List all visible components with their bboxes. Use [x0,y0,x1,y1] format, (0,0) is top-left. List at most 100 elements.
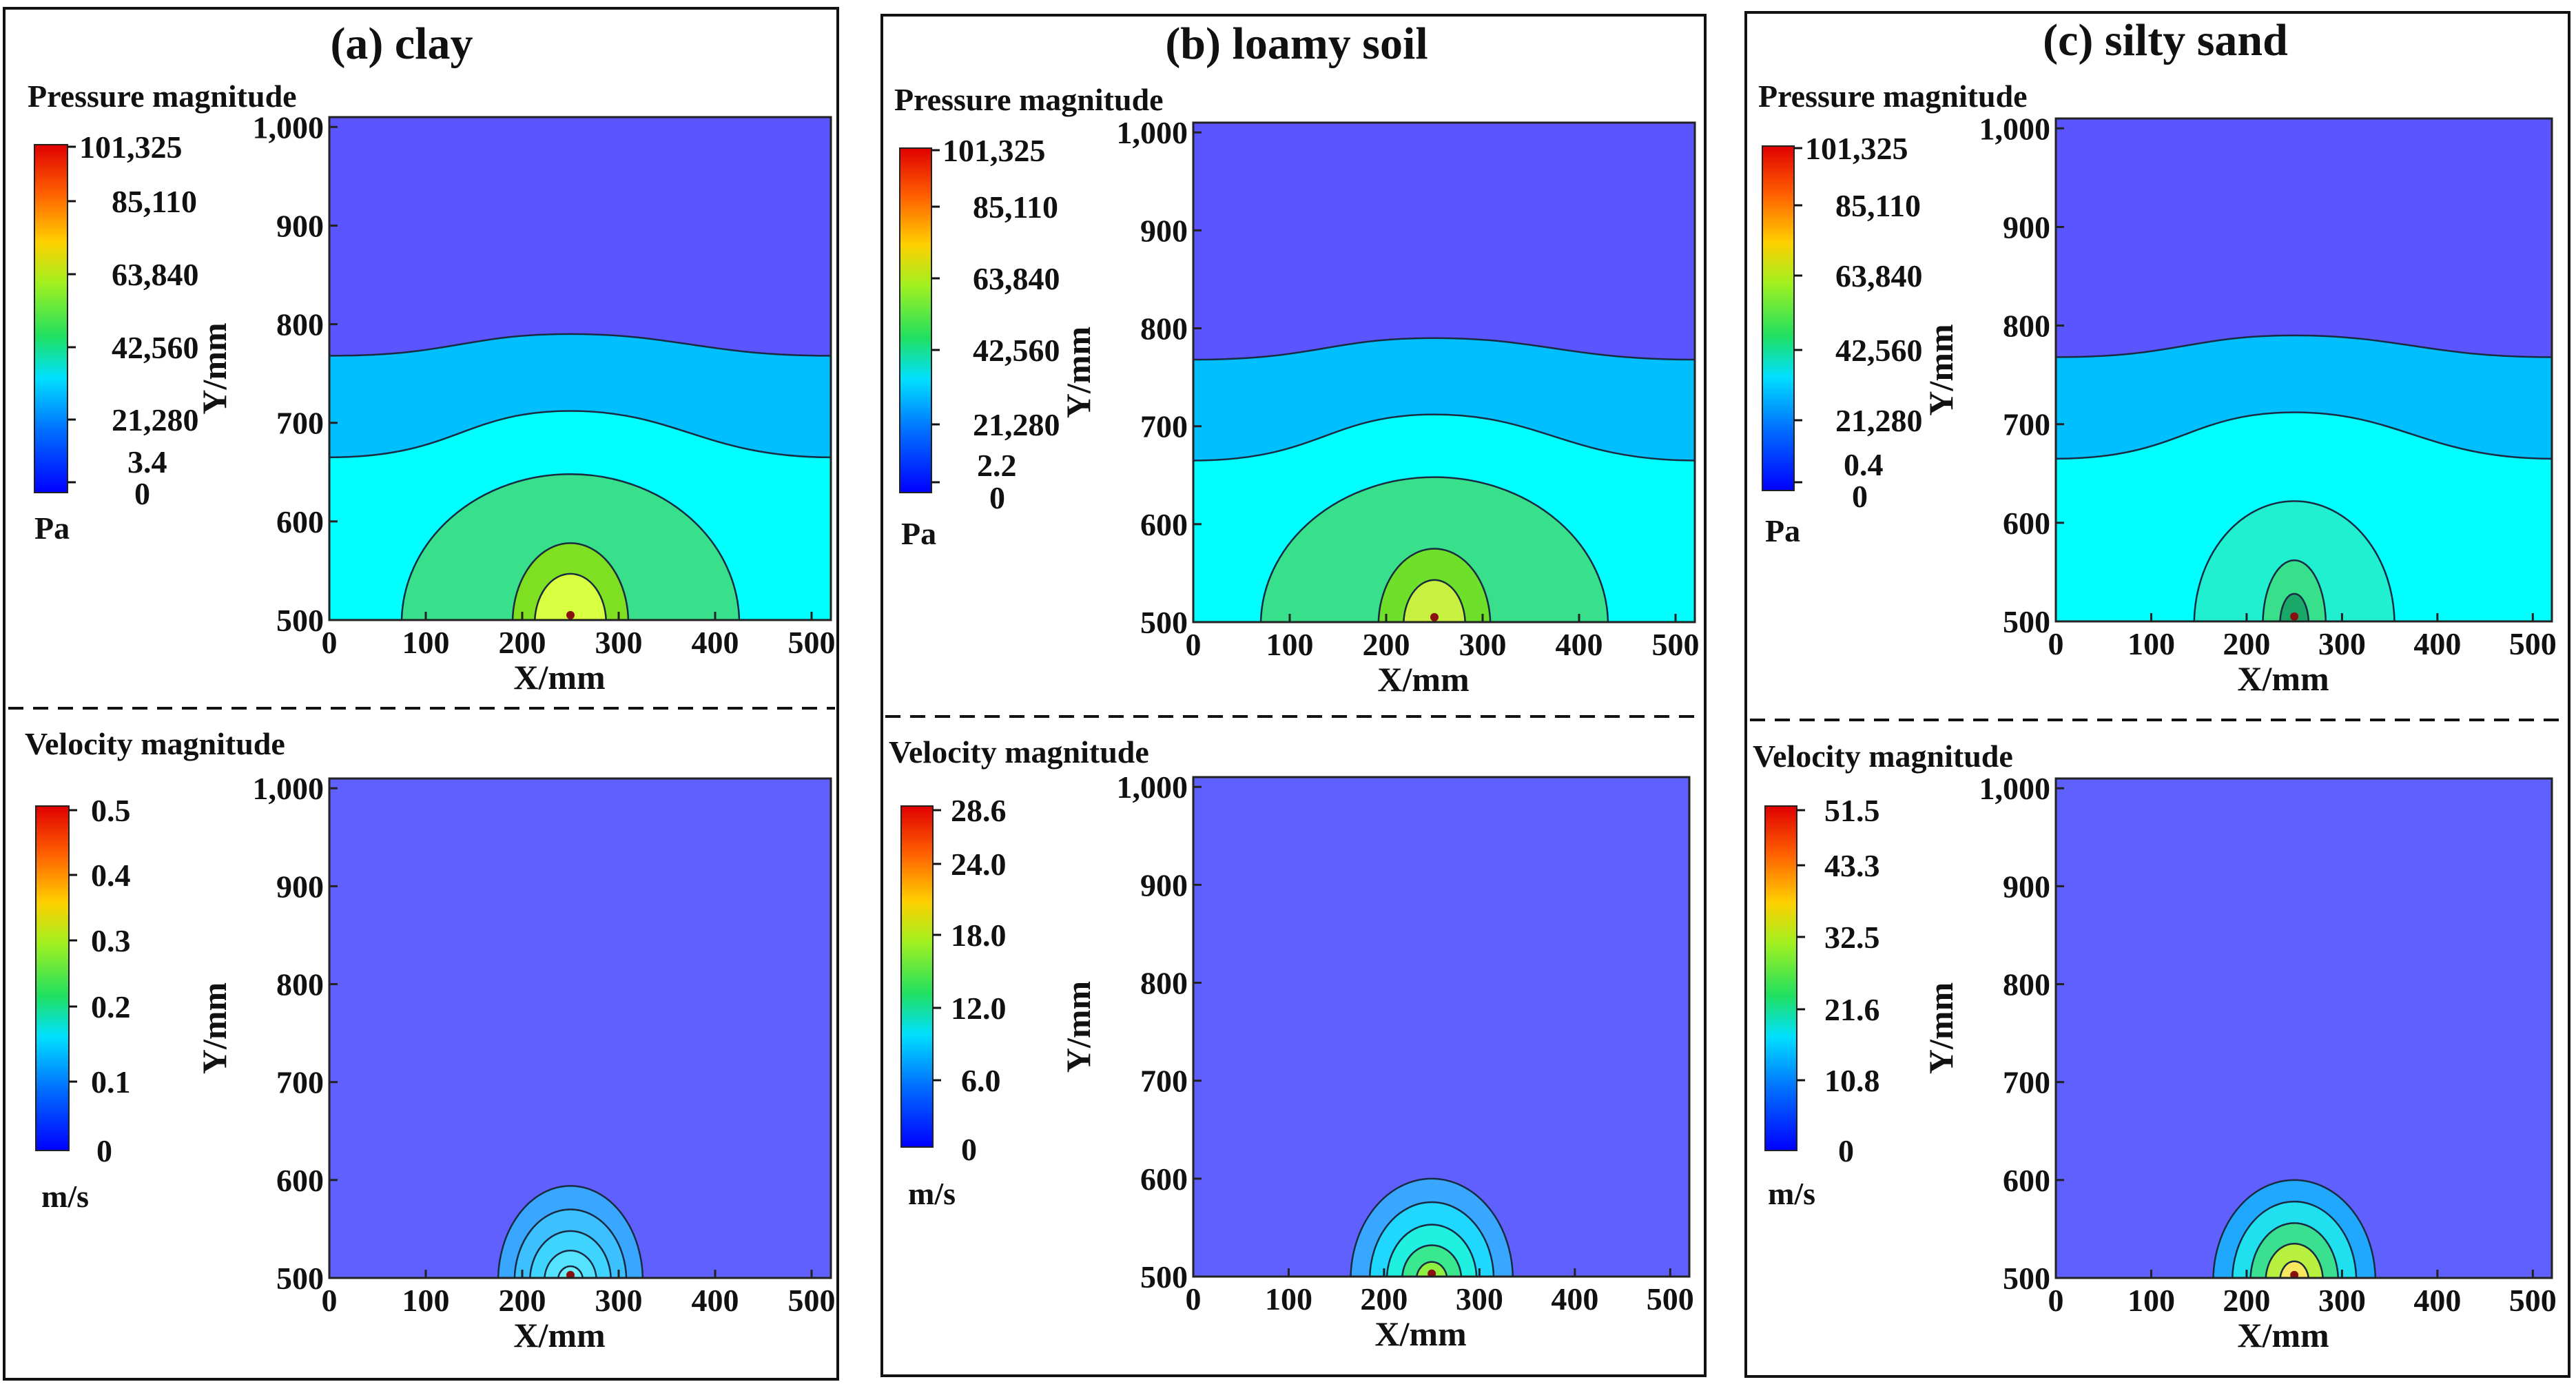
colorbar-tick-label: 21.6 [1824,992,1880,1027]
colorbar-tick-label: 0.2 [91,989,131,1024]
pressure-heading: Pressure magnitude [28,79,297,114]
x-axis-label: X/mm [1377,660,1469,699]
x-tick-label: 500 [2509,626,2557,661]
x-tick-label: 0 [1186,627,1202,662]
y-tick-label: 500 [1140,1259,1188,1294]
y-tick-label: 700 [1140,409,1188,444]
y-tick-label: 600 [2003,1163,2050,1198]
colorbar-tick-label: 2.2 [977,448,1017,483]
colorbar-gradient [1764,805,1797,1151]
y-tick-label: 500 [1140,605,1188,640]
contour-dome [1403,579,1466,622]
pressure-colorbar: 101,325 85,110 63,840 42,560 21,280 0.4 … [1762,131,1923,548]
colorbar-gradient [1762,145,1795,491]
y-tick-label: 800 [1140,311,1188,347]
x-tick-label: 100 [2127,626,2175,661]
x-axis-label: X/mm [1374,1314,1466,1353]
velocity-colorbar: 28.6 24.0 18.0 12.0 6.0 0 m/s [900,793,1007,1211]
y-tick-label: 900 [2003,209,2050,245]
plot-frame [328,777,832,1279]
colorbar-tick-label: 0 [989,480,1005,515]
x-tick-label: 400 [2413,1283,2461,1318]
plot-frame [2054,117,2553,623]
colorbar-tick-label: 3.4 [127,444,167,479]
source-point [566,610,575,619]
x-tick-label: 100 [1266,627,1314,662]
colorbar-tick-label: 101,325 [1805,131,1908,166]
y-tick-label: 600 [1140,507,1188,542]
y-tick-label: 1,000 [1117,115,1188,150]
velocity-colorbar: 0.5 0.4 0.3 0.2 0.1 0 m/s [35,793,131,1214]
x-tick-label: 200 [1360,1281,1408,1317]
plot-frame [328,116,832,621]
panel-border [1744,11,2570,1378]
y-tick-label: 500 [276,1261,324,1296]
colorbar-tick-label: 28.6 [951,793,1007,828]
y-tick-label: 1,000 [1979,771,2051,806]
colorbar-tick-label: 21,280 [112,402,199,437]
colorbar-tick-label: 21,280 [1835,403,1923,438]
x-tick-label: 200 [499,625,546,660]
y-axis-label: Y/mm [1059,981,1098,1073]
colorbar-unit: m/s [1768,1176,1815,1211]
colorbar-tick-label: 32.5 [1824,920,1880,955]
x-tick-label: 300 [1459,627,1507,662]
y-tick-label: 800 [276,307,324,342]
pressure-heading: Pressure magnitude [1758,79,2028,114]
pressure-heading: Pressure magnitude [894,82,1164,117]
colorbar-tick-label: 18.0 [951,918,1007,953]
y-tick-label: 500 [2003,1261,2050,1296]
colorbar-tick-label: 21,280 [973,407,1060,442]
colorbar-tick-label: 51.5 [1824,793,1880,828]
contour-plot: 0 100 200 300 400 500 500 600 700 800 900 1,000 X/mm… [195,771,836,1354]
y-tick-label: 700 [2003,1065,2050,1100]
colorbar-tick-label: 0.1 [91,1064,131,1100]
panel-clay: (a) clay Pressure magnitude Velocity mag… [3,7,839,1381]
colorbar-tick-label: 43.3 [1824,848,1880,883]
colorbar-tick-label: 0.4 [1844,447,1884,482]
colorbar-tick-label: 0.3 [91,923,131,958]
y-tick-label: 600 [2003,506,2050,541]
contour-fill-group [1193,123,1695,622]
x-tick-label: 200 [1363,627,1410,662]
y-tick-label: 800 [276,967,324,1002]
source-point [1430,612,1439,621]
x-tick-label: 500 [1647,1281,1694,1317]
colorbar-tick-label: 101,325 [79,130,183,165]
x-tick-label: 100 [402,625,450,660]
colorbar-tick-label: 85,110 [1835,188,1921,223]
x-axis-label: X/mm [2237,659,2329,698]
colorbar-tick-label: 85,110 [112,184,197,219]
colorbar-tick-label: 24.0 [951,847,1007,882]
y-tick-label: 900 [1140,867,1188,902]
x-tick-label: 100 [1265,1281,1312,1317]
colorbar-tick-label: 0 [1852,479,1868,514]
y-tick-label: 900 [1140,213,1188,248]
y-axis-label: Y/mm [1059,327,1098,418]
colorbar-tick-marks [68,145,76,484]
y-tick-label: 700 [276,406,324,441]
y-tick-label: 1,000 [1979,111,2051,146]
contour-plot: 0 100 200 300 400 500 500 600 700 800 900 1,000 X/mm… [1059,770,1694,1353]
contour-plot: 0 100 200 300 400 500 500 600 700 800 900 1,000 X/mm… [1921,111,2557,698]
x-tick-label: 0 [1186,1281,1202,1317]
contour-fill-group [2056,118,2552,621]
colorbar-unit: Pa [1765,513,1800,548]
x-tick-label: 400 [692,1283,739,1318]
colorbar-tick-label: 0 [134,476,150,511]
y-tick-label: 800 [2003,967,2050,1002]
colorbar-tick-marks [1794,147,1802,484]
colorbar-unit: m/s [908,1176,956,1211]
colorbar-tick-label: 0.5 [91,793,131,828]
x-tick-label: 200 [2223,1283,2270,1318]
panel-silty-sand: (c) silty sand Pressure magnitude Veloci… [1744,11,2570,1378]
plot-frame [1192,121,1696,623]
colorbar-tick-label: 101,325 [942,133,1046,168]
x-tick-label: 0 [2048,626,2064,661]
panel-border [3,7,839,1381]
colorbar-tick-marks [931,149,940,484]
y-tick-label: 600 [276,1163,324,1198]
contour-dome [1416,1261,1448,1277]
y-tick-label: 900 [276,208,324,243]
